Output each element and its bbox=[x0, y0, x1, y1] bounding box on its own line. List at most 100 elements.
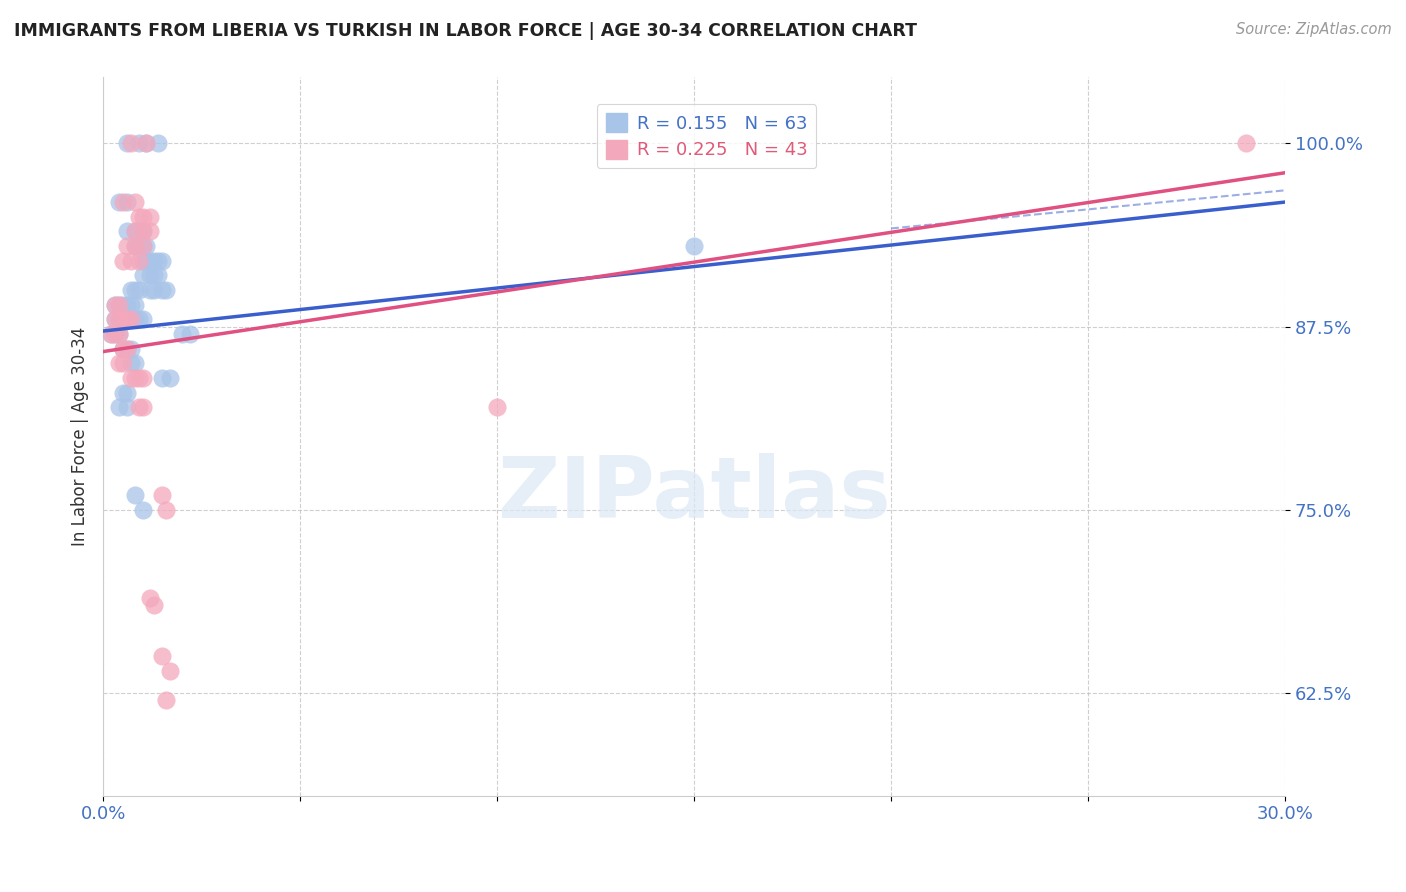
Point bbox=[124, 488, 146, 502]
Point bbox=[131, 210, 153, 224]
Point bbox=[104, 312, 127, 326]
Point bbox=[159, 371, 181, 385]
Point bbox=[124, 298, 146, 312]
Legend: R = 0.155   N = 63, R = 0.225   N = 43: R = 0.155 N = 63, R = 0.225 N = 43 bbox=[596, 104, 817, 169]
Point bbox=[104, 298, 127, 312]
Point bbox=[135, 253, 157, 268]
Point bbox=[111, 253, 134, 268]
Text: Source: ZipAtlas.com: Source: ZipAtlas.com bbox=[1236, 22, 1392, 37]
Point bbox=[115, 342, 138, 356]
Point bbox=[120, 312, 142, 326]
Point bbox=[128, 253, 150, 268]
Point bbox=[124, 312, 146, 326]
Point bbox=[131, 268, 153, 283]
Point bbox=[124, 283, 146, 297]
Point bbox=[124, 239, 146, 253]
Point bbox=[155, 283, 177, 297]
Point bbox=[135, 239, 157, 253]
Point bbox=[100, 326, 122, 341]
Point bbox=[120, 298, 142, 312]
Point bbox=[148, 136, 170, 151]
Point bbox=[131, 401, 153, 415]
Point bbox=[131, 503, 153, 517]
Point bbox=[124, 224, 146, 238]
Point bbox=[115, 195, 138, 210]
Point bbox=[124, 239, 146, 253]
Point bbox=[139, 224, 162, 238]
Point bbox=[139, 591, 162, 605]
Point bbox=[486, 401, 509, 415]
Point bbox=[131, 253, 153, 268]
Point bbox=[115, 136, 138, 151]
Point bbox=[128, 371, 150, 385]
Point bbox=[124, 195, 146, 210]
Point bbox=[143, 253, 166, 268]
Point bbox=[115, 342, 138, 356]
Point bbox=[150, 253, 173, 268]
Point bbox=[120, 312, 142, 326]
Point bbox=[120, 342, 142, 356]
Point bbox=[128, 210, 150, 224]
Point bbox=[108, 298, 131, 312]
Point bbox=[683, 239, 706, 253]
Point bbox=[124, 371, 146, 385]
Point bbox=[135, 136, 157, 151]
Point bbox=[120, 356, 142, 370]
Point bbox=[111, 356, 134, 370]
Point bbox=[131, 239, 153, 253]
Point bbox=[143, 283, 166, 297]
Point bbox=[139, 283, 162, 297]
Point bbox=[120, 136, 142, 151]
Point bbox=[139, 253, 162, 268]
Point bbox=[124, 224, 146, 238]
Point bbox=[115, 312, 138, 326]
Point bbox=[111, 298, 134, 312]
Point bbox=[104, 326, 127, 341]
Point bbox=[108, 312, 131, 326]
Point bbox=[115, 401, 138, 415]
Point bbox=[155, 503, 177, 517]
Text: IMMIGRANTS FROM LIBERIA VS TURKISH IN LABOR FORCE | AGE 30-34 CORRELATION CHART: IMMIGRANTS FROM LIBERIA VS TURKISH IN LA… bbox=[14, 22, 917, 40]
Point bbox=[115, 224, 138, 238]
Point bbox=[131, 312, 153, 326]
Point bbox=[120, 253, 142, 268]
Point bbox=[111, 195, 134, 210]
Point bbox=[108, 312, 131, 326]
Y-axis label: In Labor Force | Age 30-34: In Labor Force | Age 30-34 bbox=[72, 327, 89, 546]
Point bbox=[150, 283, 173, 297]
Point bbox=[111, 312, 134, 326]
Point bbox=[128, 224, 150, 238]
Point bbox=[115, 312, 138, 326]
Point bbox=[159, 664, 181, 678]
Point bbox=[108, 326, 131, 341]
Point bbox=[108, 356, 131, 370]
Text: ZIPatlas: ZIPatlas bbox=[498, 452, 891, 535]
Point bbox=[170, 326, 193, 341]
Point bbox=[143, 268, 166, 283]
Point bbox=[150, 649, 173, 664]
Point bbox=[104, 312, 127, 326]
Point bbox=[104, 298, 127, 312]
Point bbox=[128, 312, 150, 326]
Point bbox=[128, 401, 150, 415]
Point bbox=[111, 342, 134, 356]
Point bbox=[131, 371, 153, 385]
Point bbox=[120, 371, 142, 385]
Point bbox=[143, 598, 166, 612]
Point bbox=[104, 326, 127, 341]
Point bbox=[128, 283, 150, 297]
Point bbox=[128, 136, 150, 151]
Point bbox=[148, 253, 170, 268]
Point bbox=[128, 239, 150, 253]
Point bbox=[108, 298, 131, 312]
Point bbox=[115, 298, 138, 312]
Point bbox=[131, 224, 153, 238]
Point bbox=[139, 268, 162, 283]
Point bbox=[108, 401, 131, 415]
Point bbox=[111, 385, 134, 400]
Point bbox=[148, 268, 170, 283]
Point bbox=[124, 356, 146, 370]
Point bbox=[111, 312, 134, 326]
Point bbox=[108, 326, 131, 341]
Point bbox=[108, 195, 131, 210]
